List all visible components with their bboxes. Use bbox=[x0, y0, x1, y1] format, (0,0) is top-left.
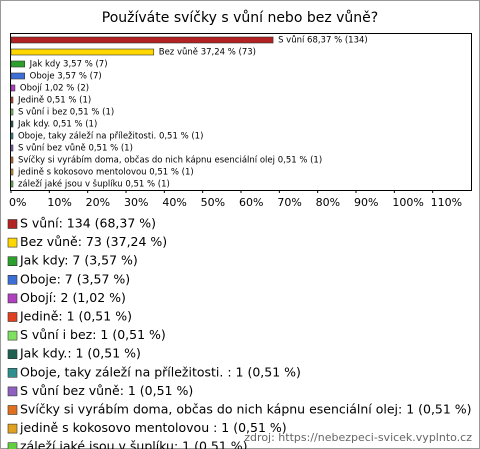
legend-swatch bbox=[7, 405, 18, 415]
bar-label: S vůní bez vůně 0,51 % (1) bbox=[18, 143, 133, 154]
bar bbox=[10, 60, 25, 68]
legend-swatch bbox=[7, 274, 18, 285]
x-tick-label: 90% bbox=[354, 196, 378, 209]
legend-label: Oboje: 7 (3,57 %) bbox=[20, 271, 130, 286]
legend-swatch bbox=[7, 367, 18, 378]
x-tick-label: 60% bbox=[239, 196, 263, 209]
bar-label: Svíčky si vyrábím doma, občas do nich ká… bbox=[18, 155, 322, 166]
bar-label: záleží jaké jsou v šuplíku 0,51 % (1) bbox=[18, 179, 170, 190]
bar-label: S vůní 68,37 % (134) bbox=[278, 35, 368, 46]
bar bbox=[10, 120, 14, 128]
bar bbox=[10, 156, 14, 164]
legend-label: Oboje, taky záleží na příležitosti. : 1 … bbox=[20, 364, 301, 379]
bar bbox=[10, 48, 155, 56]
legend-swatch bbox=[7, 312, 18, 322]
legend-label: Obojí: 2 (1,02 %) bbox=[20, 290, 126, 305]
bar bbox=[10, 108, 14, 116]
source: zdroj: https://nebezpeci-svicek.vyplnto.… bbox=[244, 431, 472, 444]
legend-label: záleží jaké jsou v šuplíku: 1 (0,51 %) bbox=[20, 439, 248, 449]
x-tick-label: 70% bbox=[277, 196, 301, 209]
legend-swatch bbox=[7, 219, 18, 229]
bar-label: Oboje, taky záleží na příležitosti. 0,51… bbox=[18, 132, 203, 142]
bar bbox=[10, 84, 16, 92]
bar bbox=[10, 132, 14, 140]
legend-label: jedině s kokosovo mentolovou : 1 (0,51 %… bbox=[19, 420, 287, 435]
bar bbox=[10, 96, 14, 104]
legend-swatch bbox=[7, 330, 18, 341]
bar bbox=[10, 144, 14, 152]
x-tick-label: 10% bbox=[47, 196, 71, 209]
legend-swatch bbox=[7, 256, 18, 267]
chart-title: Používáte svíčky s vůní nebo bez vůně? bbox=[102, 10, 378, 26]
bar bbox=[10, 180, 14, 188]
bar-label: Jak kdy 3,57 % (7) bbox=[29, 60, 108, 70]
legend-swatch bbox=[7, 293, 18, 304]
x-tick-label: 30% bbox=[124, 196, 148, 209]
legend-label: Bez vůně: 73 (37,24 %) bbox=[20, 234, 167, 249]
legend-swatch bbox=[7, 386, 18, 397]
legend-swatch bbox=[7, 442, 18, 449]
x-tick-label: 20% bbox=[86, 196, 110, 209]
x-tick-label: 100% bbox=[392, 196, 423, 209]
bar-label: S vůní i bez 0,51 % (1) bbox=[18, 107, 114, 118]
legend-label: Svíčky si vyrábím doma, občas do nich ká… bbox=[20, 402, 472, 417]
bar-label: Obojí 1,02 % (2) bbox=[20, 84, 89, 94]
legend-swatch bbox=[7, 237, 18, 248]
bar-label: Bez vůně 37,24 % (73) bbox=[159, 47, 256, 58]
legend-swatch bbox=[7, 423, 18, 434]
legend-label: Jak kdy.: 1 (0,51 %) bbox=[19, 346, 141, 361]
legend-label: Jedině: 1 (0,51 %) bbox=[19, 309, 132, 324]
x-tick-label: 40% bbox=[162, 196, 186, 209]
legend-label: S vůní: 134 (68,37 %) bbox=[20, 216, 156, 231]
bar-label: jedině s kokosovo mentolovou 0,51 % (1) bbox=[17, 168, 194, 178]
x-tick-label: 110% bbox=[431, 196, 462, 209]
bar bbox=[10, 36, 274, 44]
legend-label: Jak kdy: 7 (3,57 %) bbox=[19, 253, 138, 268]
legend-swatch bbox=[7, 349, 18, 360]
legend-label: S vůní bez vůně: 1 (0,51 %) bbox=[20, 383, 193, 398]
legend-label: S vůní i bez: 1 (0,51 %) bbox=[20, 327, 166, 342]
x-tick-label: 0% bbox=[9, 196, 26, 209]
bar bbox=[10, 168, 14, 176]
bar-label: Jak kdy. 0,51 % (1) bbox=[17, 120, 97, 130]
x-tick-label: 50% bbox=[201, 196, 225, 209]
bar-label: Jedině 0,51 % (1) bbox=[17, 96, 91, 106]
x-tick-label: 80% bbox=[316, 196, 340, 209]
bar-label: Oboje 3,57 % (7) bbox=[30, 72, 102, 82]
bar bbox=[10, 72, 25, 80]
